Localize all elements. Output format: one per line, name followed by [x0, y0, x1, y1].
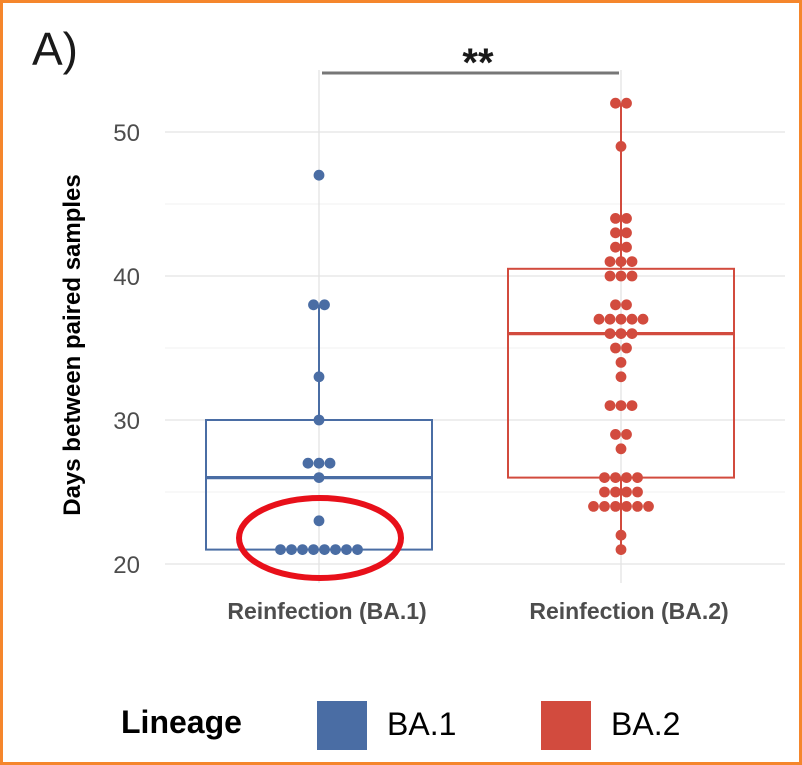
data-point	[615, 313, 627, 325]
data-point	[604, 328, 616, 339]
data-point	[610, 213, 621, 224]
panel-label: A)	[32, 23, 78, 75]
data-point	[621, 213, 632, 224]
data-point	[615, 256, 627, 267]
data-point	[610, 472, 621, 483]
data-point	[297, 544, 308, 555]
data-point	[621, 472, 632, 483]
data-point	[610, 501, 621, 512]
data-point	[604, 400, 616, 411]
data-point	[632, 486, 643, 498]
box-layer	[205, 103, 735, 551]
data-point	[610, 299, 621, 311]
data-point	[632, 472, 643, 483]
data-point	[626, 256, 638, 267]
y-tick-label: 50	[113, 120, 140, 147]
data-point	[615, 400, 627, 411]
data-point	[610, 342, 621, 354]
data-point	[621, 97, 632, 109]
data-point	[593, 313, 605, 325]
data-point	[341, 544, 352, 555]
y-axis-label: Days between paired samples	[59, 174, 86, 515]
data-point	[621, 486, 632, 498]
data-point	[313, 472, 325, 483]
data-point	[313, 515, 325, 527]
x-tick-label: Reinfection (BA.2)	[529, 598, 728, 624]
legend: Lineage BA.1 BA.2	[121, 701, 680, 750]
data-point	[610, 227, 621, 239]
data-point	[610, 429, 621, 440]
significance-label: **	[462, 41, 494, 85]
legend-swatch-BA.1	[317, 701, 367, 750]
data-point	[626, 270, 638, 282]
data-point	[621, 227, 632, 239]
data-point	[621, 501, 632, 512]
axes-layer: 20 30 40 50 Days between paired samples Reinf…	[59, 120, 729, 624]
data-point	[637, 313, 649, 325]
data-point	[308, 299, 319, 311]
data-point	[610, 97, 621, 109]
data-point	[632, 501, 643, 512]
x-tick-label: Reinfection (BA.1)	[227, 598, 426, 624]
data-point	[621, 299, 632, 311]
data-point	[588, 501, 599, 512]
data-point	[275, 544, 286, 555]
data-point	[324, 457, 336, 469]
data-point	[615, 357, 627, 368]
data-point	[302, 457, 314, 469]
data-point	[615, 371, 627, 383]
legend-title: Lineage	[121, 704, 242, 740]
data-point	[319, 299, 330, 311]
y-tick-label: 20	[113, 552, 140, 579]
data-point	[330, 544, 341, 555]
data-point	[615, 141, 627, 152]
data-point	[313, 169, 325, 181]
data-point	[615, 443, 627, 455]
data-point	[615, 544, 627, 555]
data-point	[313, 414, 325, 426]
data-point	[621, 342, 632, 354]
data-point	[604, 313, 616, 325]
data-point	[313, 371, 325, 383]
data-point	[319, 544, 330, 555]
y-tick-label: 40	[113, 264, 140, 291]
legend-label-BA.1: BA.1	[387, 706, 456, 742]
data-point	[610, 241, 621, 253]
data-point	[286, 544, 297, 555]
data-point	[621, 241, 632, 253]
annotation-ellipse	[236, 495, 404, 581]
box-BA.2	[507, 267, 735, 479]
data-point	[610, 486, 621, 498]
legend-swatch-BA.2	[541, 701, 591, 750]
data-point	[599, 472, 610, 483]
data-point	[626, 400, 638, 411]
data-point	[615, 270, 627, 282]
data-point	[313, 457, 325, 469]
data-point	[643, 501, 654, 512]
data-point	[621, 429, 632, 440]
y-tick-label: 30	[113, 408, 140, 435]
point-layer	[275, 97, 654, 555]
data-point	[626, 328, 638, 339]
data-point	[615, 529, 627, 541]
grid-lines	[165, 70, 785, 583]
data-point	[599, 486, 610, 498]
data-point	[599, 501, 610, 512]
data-point	[308, 544, 319, 555]
data-point	[352, 544, 363, 555]
data-point	[615, 328, 627, 339]
data-point	[604, 256, 616, 267]
annotation-layer	[236, 495, 404, 581]
data-point	[626, 313, 638, 325]
legend-label-BA.2: BA.2	[611, 706, 680, 742]
significance-bracket: **	[322, 41, 619, 85]
data-point	[604, 270, 616, 282]
